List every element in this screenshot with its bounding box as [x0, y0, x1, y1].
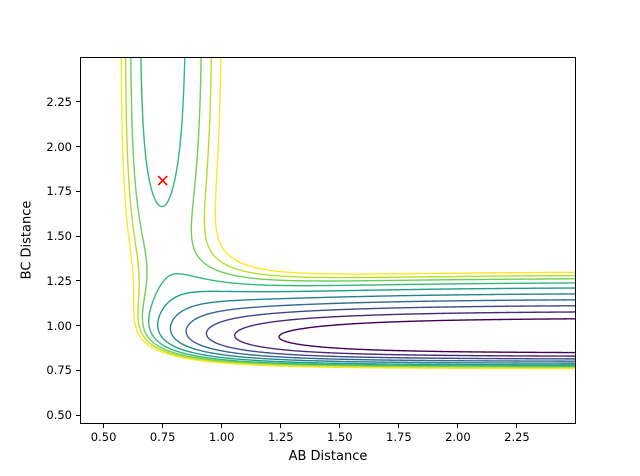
x-axis-title: AB Distance	[288, 449, 368, 464]
x-tick	[398, 424, 400, 428]
x-tick	[457, 424, 459, 428]
x-tick-label: 0.50	[90, 430, 117, 444]
x-tick	[103, 424, 105, 428]
x-tick	[162, 424, 164, 428]
x-tick-label: 1.50	[326, 430, 353, 444]
y-tick-label: 1.50	[46, 229, 72, 244]
x-tick	[221, 424, 223, 428]
y-tick	[76, 414, 80, 416]
y-tick	[76, 146, 80, 147]
y-tick-label: 1.75	[46, 184, 72, 199]
y-tick	[76, 190, 80, 192]
contour-canvas	[80, 57, 576, 424]
x-tick	[516, 424, 518, 428]
x-tick-label: 1.75	[386, 430, 412, 444]
y-tick-label: 2.00	[46, 139, 72, 154]
x-tick-label: 2.25	[504, 430, 530, 444]
y-tick	[76, 235, 80, 237]
y-tick	[76, 101, 80, 103]
y-tick-label: 0.50	[46, 408, 72, 423]
x-tick-label: 1.00	[208, 430, 235, 444]
y-axis-title: BC Distance	[19, 200, 35, 280]
x-tick	[339, 424, 341, 428]
x-tick-label: 2.00	[445, 430, 471, 444]
y-tick-label: 2.25	[46, 94, 72, 109]
x-tick	[280, 424, 282, 428]
y-tick-label: 1.25	[46, 273, 72, 288]
y-tick	[76, 369, 80, 371]
y-tick-label: 0.75	[46, 363, 72, 378]
y-tick-label: 1.00	[46, 318, 72, 333]
y-tick	[76, 280, 80, 282]
x-tick-label: 1.25	[267, 430, 294, 444]
y-tick	[76, 325, 80, 327]
x-tick-label: 0.75	[149, 430, 176, 444]
